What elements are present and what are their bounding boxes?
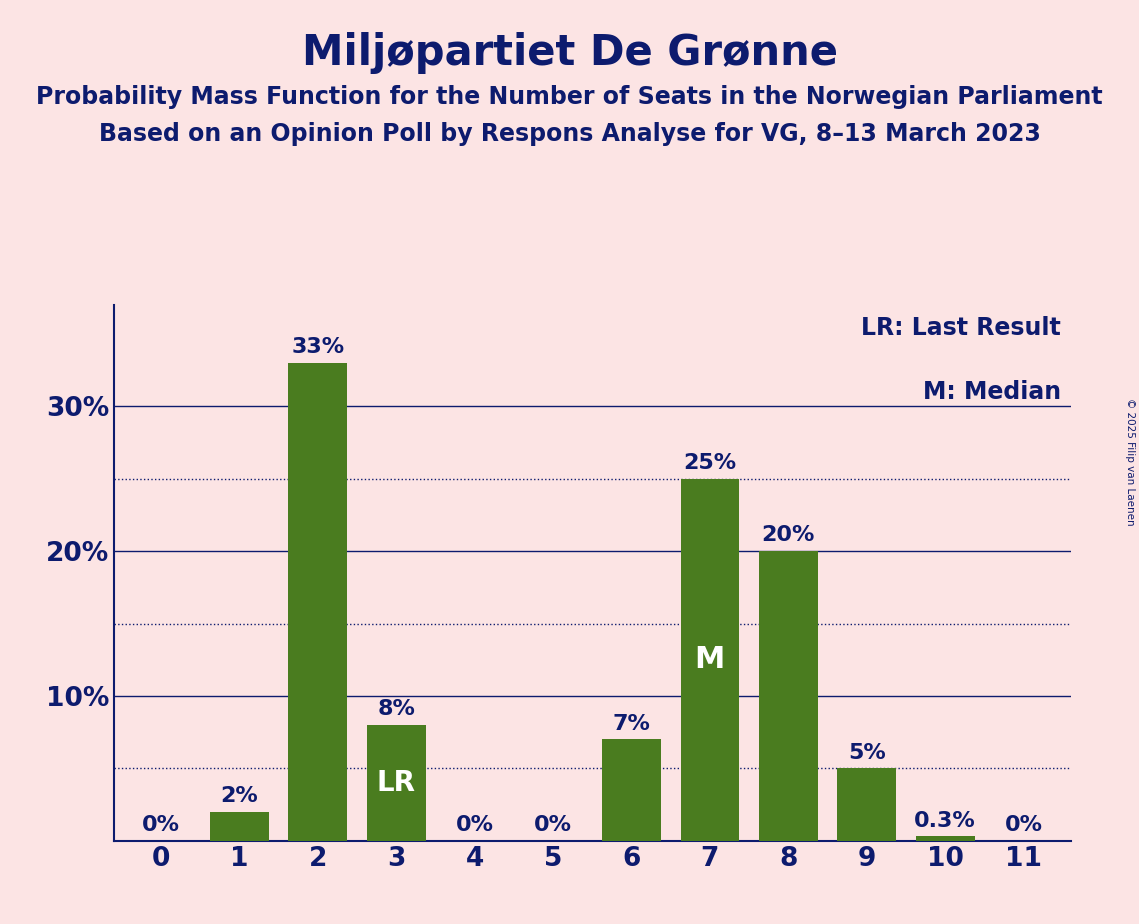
Text: 2%: 2% [221, 786, 259, 806]
Text: 7%: 7% [613, 713, 650, 734]
Text: 8%: 8% [377, 699, 415, 719]
Bar [288, 363, 347, 841]
Text: M: Median: M: Median [923, 380, 1062, 404]
Bar [603, 739, 661, 841]
Text: 0.3%: 0.3% [915, 810, 976, 831]
Text: 20%: 20% [762, 526, 816, 545]
Bar [367, 725, 426, 841]
Text: Miljøpartiet De Grønne: Miljøpartiet De Grønne [302, 32, 837, 74]
Text: © 2025 Filip van Laenen: © 2025 Filip van Laenen [1125, 398, 1134, 526]
Text: Based on an Opinion Poll by Respons Analyse for VG, 8–13 March 2023: Based on an Opinion Poll by Respons Anal… [99, 122, 1040, 146]
Text: Probability Mass Function for the Number of Seats in the Norwegian Parliament: Probability Mass Function for the Number… [36, 85, 1103, 109]
Text: 0%: 0% [142, 815, 180, 835]
Bar [759, 551, 818, 841]
Text: LR: Last Result: LR: Last Result [861, 316, 1062, 340]
Text: 0%: 0% [456, 815, 493, 835]
Text: 25%: 25% [683, 453, 737, 473]
Bar [837, 769, 896, 841]
Text: 5%: 5% [847, 743, 886, 762]
Text: 0%: 0% [1005, 815, 1042, 835]
Bar [680, 479, 739, 841]
Text: 33%: 33% [292, 337, 344, 357]
Text: LR: LR [377, 769, 416, 796]
Bar [210, 812, 269, 841]
Text: M: M [695, 645, 726, 675]
Bar [916, 836, 975, 841]
Text: 0%: 0% [534, 815, 572, 835]
